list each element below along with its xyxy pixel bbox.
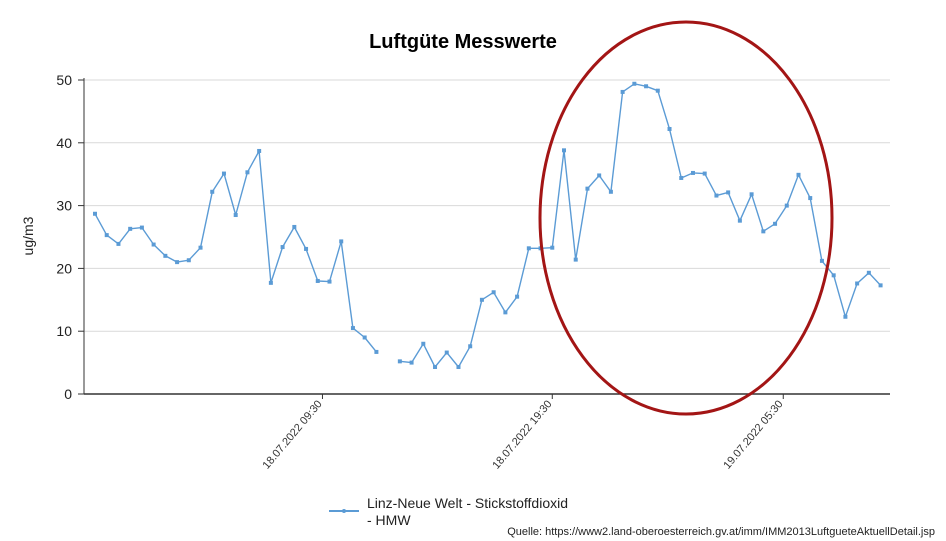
data-point [562,148,566,153]
data-point [186,258,191,263]
data-point [808,196,813,201]
data-point [690,170,695,175]
data-point [175,260,180,265]
data-point [210,189,215,194]
data-point [632,81,637,86]
data-point [245,170,250,175]
data-point [268,280,273,285]
data-point [796,172,801,177]
data-point [468,344,473,349]
data-point [773,221,778,226]
data-point [644,84,649,89]
data-point [315,278,320,283]
data-point [151,242,156,247]
data-point [421,341,426,346]
data-point [726,190,731,195]
data-point [304,246,309,251]
x-tick-label: 19.07.2022 05:30 [721,398,785,471]
data-point [573,257,578,262]
data-point [819,258,824,263]
data-point [503,310,508,315]
data-point [550,245,555,250]
data-point [608,189,613,194]
data-point [163,253,168,258]
data-point [491,290,496,295]
y-tick-label: 50 [56,72,72,88]
x-tick-label: 18.07.2022 19:30 [490,398,554,471]
data-point [139,225,144,230]
data-point [737,218,742,223]
data-point [397,359,402,364]
legend: Linz-Neue Welt - Stickstoffdioxid - HMW [329,495,572,528]
data-point [620,89,625,94]
data-point [761,229,766,234]
y-tick-label: 0 [64,386,72,402]
data-point [350,326,355,331]
data-point [116,241,121,246]
data-point [855,281,860,286]
grid [84,79,890,332]
legend-entry-line-1: Linz-Neue Welt - Stickstoffdioxid [367,495,568,511]
y-tick-label: 20 [56,260,72,276]
data-point [93,211,97,216]
legend-entry-line-2: - HMW [367,512,411,528]
data-point [433,364,438,369]
legend-entry: Linz-Neue Welt - Stickstoffdioxid - HMW [367,495,572,528]
data-point [327,279,332,284]
data-point [128,226,133,231]
data-point [292,224,297,229]
data-point [479,297,484,302]
data-point [257,148,262,153]
chart-title: Luftgüte Messwerte [369,31,557,53]
data-point [221,171,226,176]
data-point [456,364,461,369]
data-point [655,88,660,93]
source-note: Quelle: https://www2.land-oberoesterreic… [507,526,935,538]
x-tick-label: 18.07.2022 09:30 [261,398,325,471]
series-group [93,81,883,369]
series-line [94,83,882,368]
data-point [866,270,871,275]
y-tick-label: 10 [56,323,72,339]
data-point [679,175,684,180]
data-point [597,173,602,178]
data-point [444,350,449,355]
highlight-ellipse [538,20,834,416]
y-tick-label: 40 [56,135,72,151]
data-point [585,186,590,191]
data-point [362,335,367,340]
x-axis: 18.07.2022 09:30 18.07.2022 19:30 19.07.20… [84,393,890,472]
y-tick-label: 30 [56,198,72,214]
data-point [104,233,109,238]
data-point [280,245,285,250]
data-point [233,213,238,218]
data-point [339,239,344,244]
data-point [749,192,754,197]
data-point [702,171,707,176]
legend-swatch-marker [342,509,346,513]
data-point [878,283,883,288]
data-point [784,203,789,208]
data-point [667,126,672,131]
data-point [409,360,414,365]
y-axis: 0 10 20 30 40 50 [56,72,85,402]
y-axis-label: ug/m3 [20,216,36,255]
data-point [374,349,379,354]
data-point [714,193,719,198]
data-point [843,314,848,319]
data-point [198,245,203,250]
data-point [515,294,520,299]
data-point [831,273,836,278]
data-point [526,246,531,251]
